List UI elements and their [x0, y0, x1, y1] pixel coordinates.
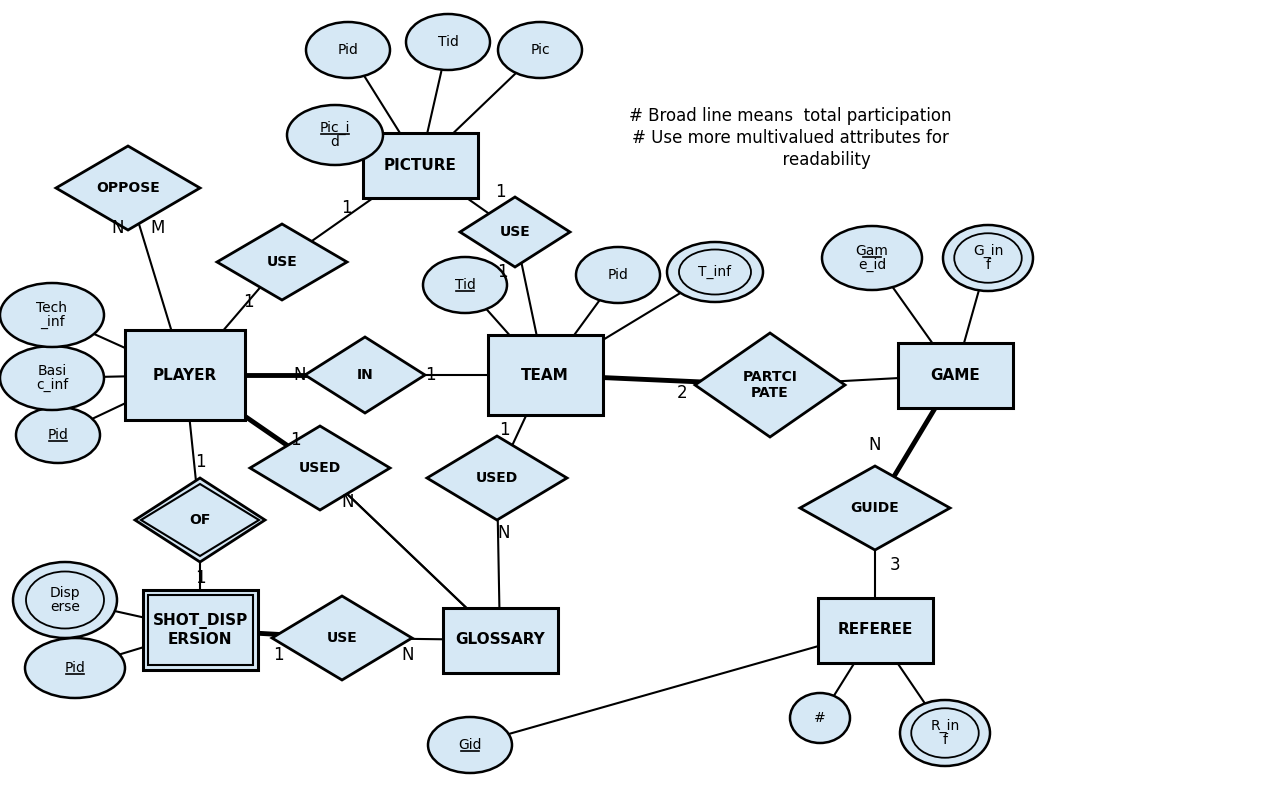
Ellipse shape — [306, 22, 391, 78]
Text: PICTURE: PICTURE — [383, 158, 456, 173]
Ellipse shape — [943, 225, 1033, 291]
Text: readability: readability — [709, 151, 871, 169]
Bar — [147, 595, 252, 665]
Text: 1: 1 — [341, 199, 351, 217]
Bar — [142, 590, 257, 670]
Ellipse shape — [287, 105, 383, 165]
Polygon shape — [460, 197, 571, 267]
Polygon shape — [134, 478, 265, 562]
Text: c_inf: c_inf — [36, 378, 68, 392]
Polygon shape — [306, 337, 425, 413]
Ellipse shape — [498, 22, 582, 78]
Ellipse shape — [667, 242, 763, 302]
Text: 1: 1 — [425, 366, 435, 384]
Text: Pid: Pid — [337, 43, 359, 57]
Text: REFEREE: REFEREE — [837, 623, 913, 638]
Text: Pid: Pid — [607, 268, 629, 282]
Text: #: # — [814, 711, 825, 725]
Polygon shape — [800, 466, 950, 550]
Text: R_in: R_in — [931, 719, 960, 733]
Ellipse shape — [900, 700, 990, 766]
Polygon shape — [273, 596, 412, 680]
Text: d: d — [331, 135, 340, 149]
Text: Tech: Tech — [37, 301, 67, 315]
Text: N: N — [342, 493, 354, 511]
Text: T_inf: T_inf — [699, 265, 732, 279]
Bar — [363, 132, 478, 197]
Text: 1: 1 — [195, 569, 205, 587]
Ellipse shape — [0, 283, 104, 347]
Text: 1: 1 — [497, 263, 507, 281]
Text: 1: 1 — [289, 431, 301, 449]
Text: e_id: e_id — [858, 258, 886, 272]
Text: USE: USE — [500, 225, 530, 239]
Text: USE: USE — [327, 631, 358, 645]
Ellipse shape — [25, 638, 126, 698]
Polygon shape — [250, 426, 391, 510]
Ellipse shape — [429, 717, 512, 773]
Ellipse shape — [424, 257, 507, 313]
Ellipse shape — [576, 247, 661, 303]
Text: N: N — [294, 366, 307, 384]
Ellipse shape — [16, 407, 100, 463]
Text: USED: USED — [476, 471, 519, 485]
Text: N: N — [402, 646, 415, 664]
Text: # Use more multivalued attributes for: # Use more multivalued attributes for — [631, 129, 948, 147]
Ellipse shape — [406, 14, 489, 70]
Text: Pic_i: Pic_i — [320, 121, 350, 135]
Ellipse shape — [0, 346, 104, 410]
Text: f: f — [942, 733, 947, 747]
Text: N: N — [112, 219, 124, 237]
Polygon shape — [427, 436, 567, 520]
Bar — [818, 597, 932, 662]
Text: 1: 1 — [242, 293, 254, 311]
Text: Pid: Pid — [48, 428, 68, 442]
Text: GAME: GAME — [931, 367, 980, 382]
Text: Gam: Gam — [856, 244, 889, 258]
Text: GLOSSARY: GLOSSARY — [455, 633, 545, 648]
Text: Pic: Pic — [530, 43, 550, 57]
Text: 1: 1 — [273, 646, 283, 664]
Ellipse shape — [822, 226, 922, 290]
Text: Basi: Basi — [37, 364, 67, 378]
Text: M: M — [151, 219, 165, 237]
Bar — [898, 343, 1013, 408]
Polygon shape — [217, 224, 347, 300]
Text: 1: 1 — [495, 183, 506, 201]
Text: SHOT_DISP
ERSION: SHOT_DISP ERSION — [152, 613, 247, 647]
Text: OF: OF — [189, 513, 210, 527]
Text: PLAYER: PLAYER — [153, 367, 217, 382]
Text: PARTCI
PATE: PARTCI PATE — [743, 370, 798, 400]
Text: USE: USE — [266, 255, 298, 269]
Text: N: N — [869, 436, 881, 454]
Bar — [443, 607, 558, 672]
Text: OPPOSE: OPPOSE — [96, 181, 160, 195]
Text: Tid: Tid — [454, 278, 476, 292]
Text: Disp: Disp — [49, 586, 80, 600]
Text: f: f — [985, 258, 990, 272]
Text: N: N — [498, 524, 510, 542]
Text: TEAM: TEAM — [521, 367, 569, 382]
Bar — [487, 335, 602, 415]
Polygon shape — [56, 146, 200, 230]
Text: Tid: Tid — [437, 35, 459, 49]
Text: USED: USED — [299, 461, 341, 475]
Text: G_in: G_in — [973, 244, 1003, 258]
Text: 3: 3 — [890, 556, 900, 574]
Ellipse shape — [13, 562, 117, 638]
Bar — [126, 330, 245, 420]
Text: # Broad line means  total participation: # Broad line means total participation — [629, 107, 951, 125]
Text: IN: IN — [356, 368, 373, 382]
Ellipse shape — [790, 693, 850, 743]
Text: Pid: Pid — [65, 661, 85, 675]
Text: _inf: _inf — [39, 315, 65, 329]
Text: 1: 1 — [498, 421, 510, 439]
Text: 2: 2 — [677, 384, 687, 402]
Text: erse: erse — [49, 600, 80, 614]
Polygon shape — [695, 333, 844, 437]
Text: GUIDE: GUIDE — [851, 501, 899, 515]
Text: 1: 1 — [195, 453, 205, 471]
Text: Gid: Gid — [458, 738, 482, 752]
